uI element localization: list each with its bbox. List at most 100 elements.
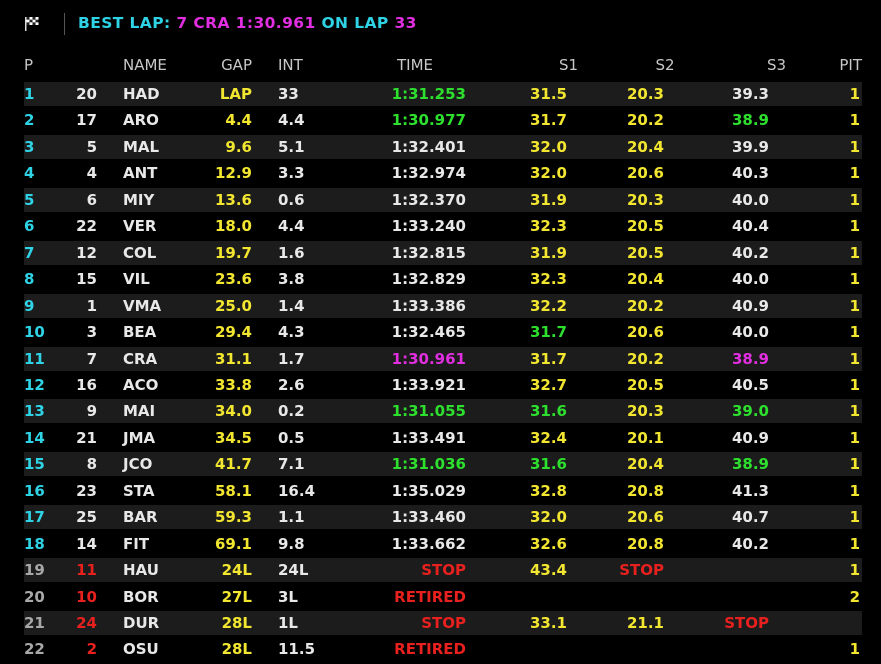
cell-pit-stops: 1 bbox=[849, 428, 860, 447]
cell-gap: 4.4 bbox=[225, 111, 252, 130]
cell-lap-time: 1:35.029 bbox=[391, 481, 466, 500]
cell-sector-3: 40.0 bbox=[731, 190, 769, 209]
cell-car-number: 8 bbox=[86, 455, 97, 474]
cell-sector-3: 38.9 bbox=[731, 455, 769, 474]
table-row[interactable]: 3 5 MAL 9.6 5.1 1:32.401 32.0 20.4 39.9 1 bbox=[24, 134, 862, 159]
cell-lap-time: RETIRED bbox=[394, 640, 466, 659]
col-header-p: P bbox=[24, 56, 34, 74]
cell-driver-name: STA bbox=[123, 481, 155, 500]
table-row[interactable]: 22 2 OSU 28L 11.5 RETIRED 1 bbox=[24, 637, 862, 661]
cell-lap-time: RETIRED bbox=[394, 587, 466, 606]
table-row[interactable]: 11 7 CRA 31.1 1.7 1:30.961 31.7 20.2 38.9 1 bbox=[24, 346, 862, 371]
cell-lap-time: 1:33.460 bbox=[391, 508, 466, 527]
cell-sector-2: 20.8 bbox=[626, 534, 664, 553]
cell-lap-time: 1:31.036 bbox=[391, 455, 466, 474]
cell-lap-time: 1:32.974 bbox=[391, 164, 466, 183]
table-row[interactable]: 8 15 VIL 23.6 3.8 1:32.829 32.3 20.4 40.0 1 bbox=[24, 267, 862, 291]
cell-pit-stops: 1 bbox=[849, 164, 860, 183]
table-row[interactable]: 6 22 VER 18.0 4.4 1:33.240 32.3 20.5 40.4 1 bbox=[24, 214, 862, 238]
cell-car-number: 15 bbox=[76, 270, 97, 289]
cell-driver-name: ARO bbox=[123, 111, 159, 130]
table-row[interactable]: 20 10 BOR 27L 3L RETIRED 2 bbox=[24, 585, 862, 609]
cell-position: 10 bbox=[24, 323, 45, 342]
on-lap-label: ON LAP bbox=[321, 14, 389, 32]
cell-interval: 9.8 bbox=[278, 534, 305, 553]
cell-interval: 24L bbox=[278, 561, 309, 580]
cell-driver-name: ACO bbox=[123, 375, 159, 394]
cell-car-number: 2 bbox=[86, 640, 97, 659]
cell-pit-stops: 1 bbox=[849, 481, 860, 500]
col-header-name: NAME bbox=[123, 56, 167, 74]
cell-pit-stops: 2 bbox=[849, 587, 860, 606]
cell-car-number: 24 bbox=[76, 614, 97, 632]
cell-sector-2: 21.1 bbox=[626, 614, 664, 632]
cell-sector-2: 20.4 bbox=[626, 270, 664, 289]
cell-sector-3: 40.3 bbox=[731, 164, 769, 183]
table-row[interactable]: 5 6 MIY 13.6 0.6 1:32.370 31.9 20.3 40.0 1 bbox=[24, 187, 862, 212]
cell-pit-stops: 1 bbox=[849, 534, 860, 553]
cell-position: 13 bbox=[24, 402, 45, 421]
cell-pit-stops: 1 bbox=[849, 137, 860, 156]
cell-position: 6 bbox=[24, 217, 35, 236]
cell-car-number: 3 bbox=[86, 323, 97, 342]
cell-sector-1: 32.0 bbox=[529, 164, 567, 183]
cell-position: 9 bbox=[24, 296, 35, 315]
cell-pit-stops: 1 bbox=[849, 375, 860, 394]
table-row[interactable]: 21 24 DUR 28L 1L STOP 33.1 21.1 STOP bbox=[24, 611, 862, 635]
cell-interval: 1L bbox=[278, 614, 298, 632]
cell-gap: 27L bbox=[221, 587, 252, 606]
cell-car-number: 12 bbox=[76, 243, 97, 262]
cell-gap: 18.0 bbox=[214, 217, 252, 236]
best-lap-value: 7 CRA 1:30.961 bbox=[176, 14, 316, 32]
table-row[interactable]: 1 20 HAD LAP 33 1:31.253 31.5 20.3 39.3 1 bbox=[24, 82, 862, 106]
table-row[interactable]: 19 11 HAU 24L 24L STOP 43.4 STOP 1 bbox=[24, 558, 862, 583]
table-row[interactable]: 7 12 COL 19.7 1.6 1:32.815 31.9 20.5 40.2 1 bbox=[24, 240, 862, 265]
col-header-pit: PIT bbox=[839, 56, 862, 74]
cell-gap: 19.7 bbox=[214, 243, 252, 262]
column-header-row: P NAME GAP INT TIME S1 S2 S3 PIT bbox=[0, 52, 881, 78]
cell-lap-time: STOP bbox=[421, 561, 466, 580]
cell-car-number: 5 bbox=[86, 137, 97, 156]
cell-driver-name: VER bbox=[123, 217, 157, 236]
cell-gap: 41.7 bbox=[214, 455, 252, 474]
cell-lap-time: STOP bbox=[421, 614, 466, 632]
col-header-s3: S3 bbox=[766, 56, 787, 74]
cell-position: 12 bbox=[24, 375, 45, 394]
cell-sector-3: STOP bbox=[724, 614, 769, 632]
cell-sector-1: 31.7 bbox=[529, 323, 567, 342]
cell-position: 2 bbox=[24, 111, 35, 130]
cell-sector-3: 39.0 bbox=[731, 402, 769, 421]
table-row[interactable]: 16 23 STA 58.1 16.4 1:35.029 32.8 20.8 41.3 1 bbox=[24, 479, 862, 503]
cell-driver-name: ANT bbox=[123, 164, 158, 183]
table-row[interactable]: 14 21 JMA 34.5 0.5 1:33.491 32.4 20.1 40.9 1 bbox=[24, 426, 862, 450]
table-row[interactable]: 15 8 JCO 41.7 7.1 1:31.036 31.6 20.4 38.9 1 bbox=[24, 452, 862, 477]
cell-lap-time: 1:32.370 bbox=[391, 190, 466, 209]
cell-gap: 59.3 bbox=[214, 508, 252, 527]
table-row[interactable]: 18 14 FIT 69.1 9.8 1:33.662 32.6 20.8 40.2 1 bbox=[24, 532, 862, 556]
cell-driver-name: VMA bbox=[123, 296, 162, 315]
cell-position: 1 bbox=[24, 85, 35, 103]
cell-pit-stops: 1 bbox=[849, 270, 860, 289]
table-row[interactable]: 10 3 BEA 29.4 4.3 1:32.465 31.7 20.6 40.0 1 bbox=[24, 320, 862, 344]
table-row[interactable]: 13 9 MAI 34.0 0.2 1:31.055 31.6 20.3 39.0 1 bbox=[24, 399, 862, 424]
cell-gap: 23.6 bbox=[214, 270, 252, 289]
cell-gap: LAP bbox=[219, 85, 252, 103]
cell-car-number: 20 bbox=[76, 85, 97, 103]
cell-sector-1: 32.2 bbox=[529, 296, 567, 315]
cell-pit-stops: 1 bbox=[849, 243, 860, 262]
cell-position: 4 bbox=[24, 164, 35, 183]
cell-gap: 69.1 bbox=[214, 534, 252, 553]
table-row[interactable]: 9 1 VMA 25.0 1.4 1:33.386 32.2 20.2 40.9 1 bbox=[24, 293, 862, 318]
table-row[interactable]: 17 25 BAR 59.3 1.1 1:33.460 32.0 20.6 40.7 1 bbox=[24, 505, 862, 530]
cell-driver-name: FIT bbox=[123, 534, 150, 553]
cell-pit-stops: 1 bbox=[849, 455, 860, 474]
cell-gap: 24L bbox=[221, 561, 252, 580]
cell-pit-stops: 1 bbox=[849, 508, 860, 527]
table-row[interactable]: 12 16 ACO 33.8 2.6 1:33.921 32.7 20.5 40.5 1 bbox=[24, 373, 862, 397]
cell-driver-name: BEA bbox=[123, 323, 157, 342]
cell-gap: 12.9 bbox=[214, 164, 252, 183]
cell-position: 7 bbox=[24, 243, 35, 262]
cell-interval: 4.3 bbox=[278, 323, 305, 342]
table-row[interactable]: 2 17 ARO 4.4 4.4 1:30.977 31.7 20.2 38.9 1 bbox=[24, 108, 862, 132]
table-row[interactable]: 4 4 ANT 12.9 3.3 1:32.974 32.0 20.6 40.3 1 bbox=[24, 161, 862, 185]
